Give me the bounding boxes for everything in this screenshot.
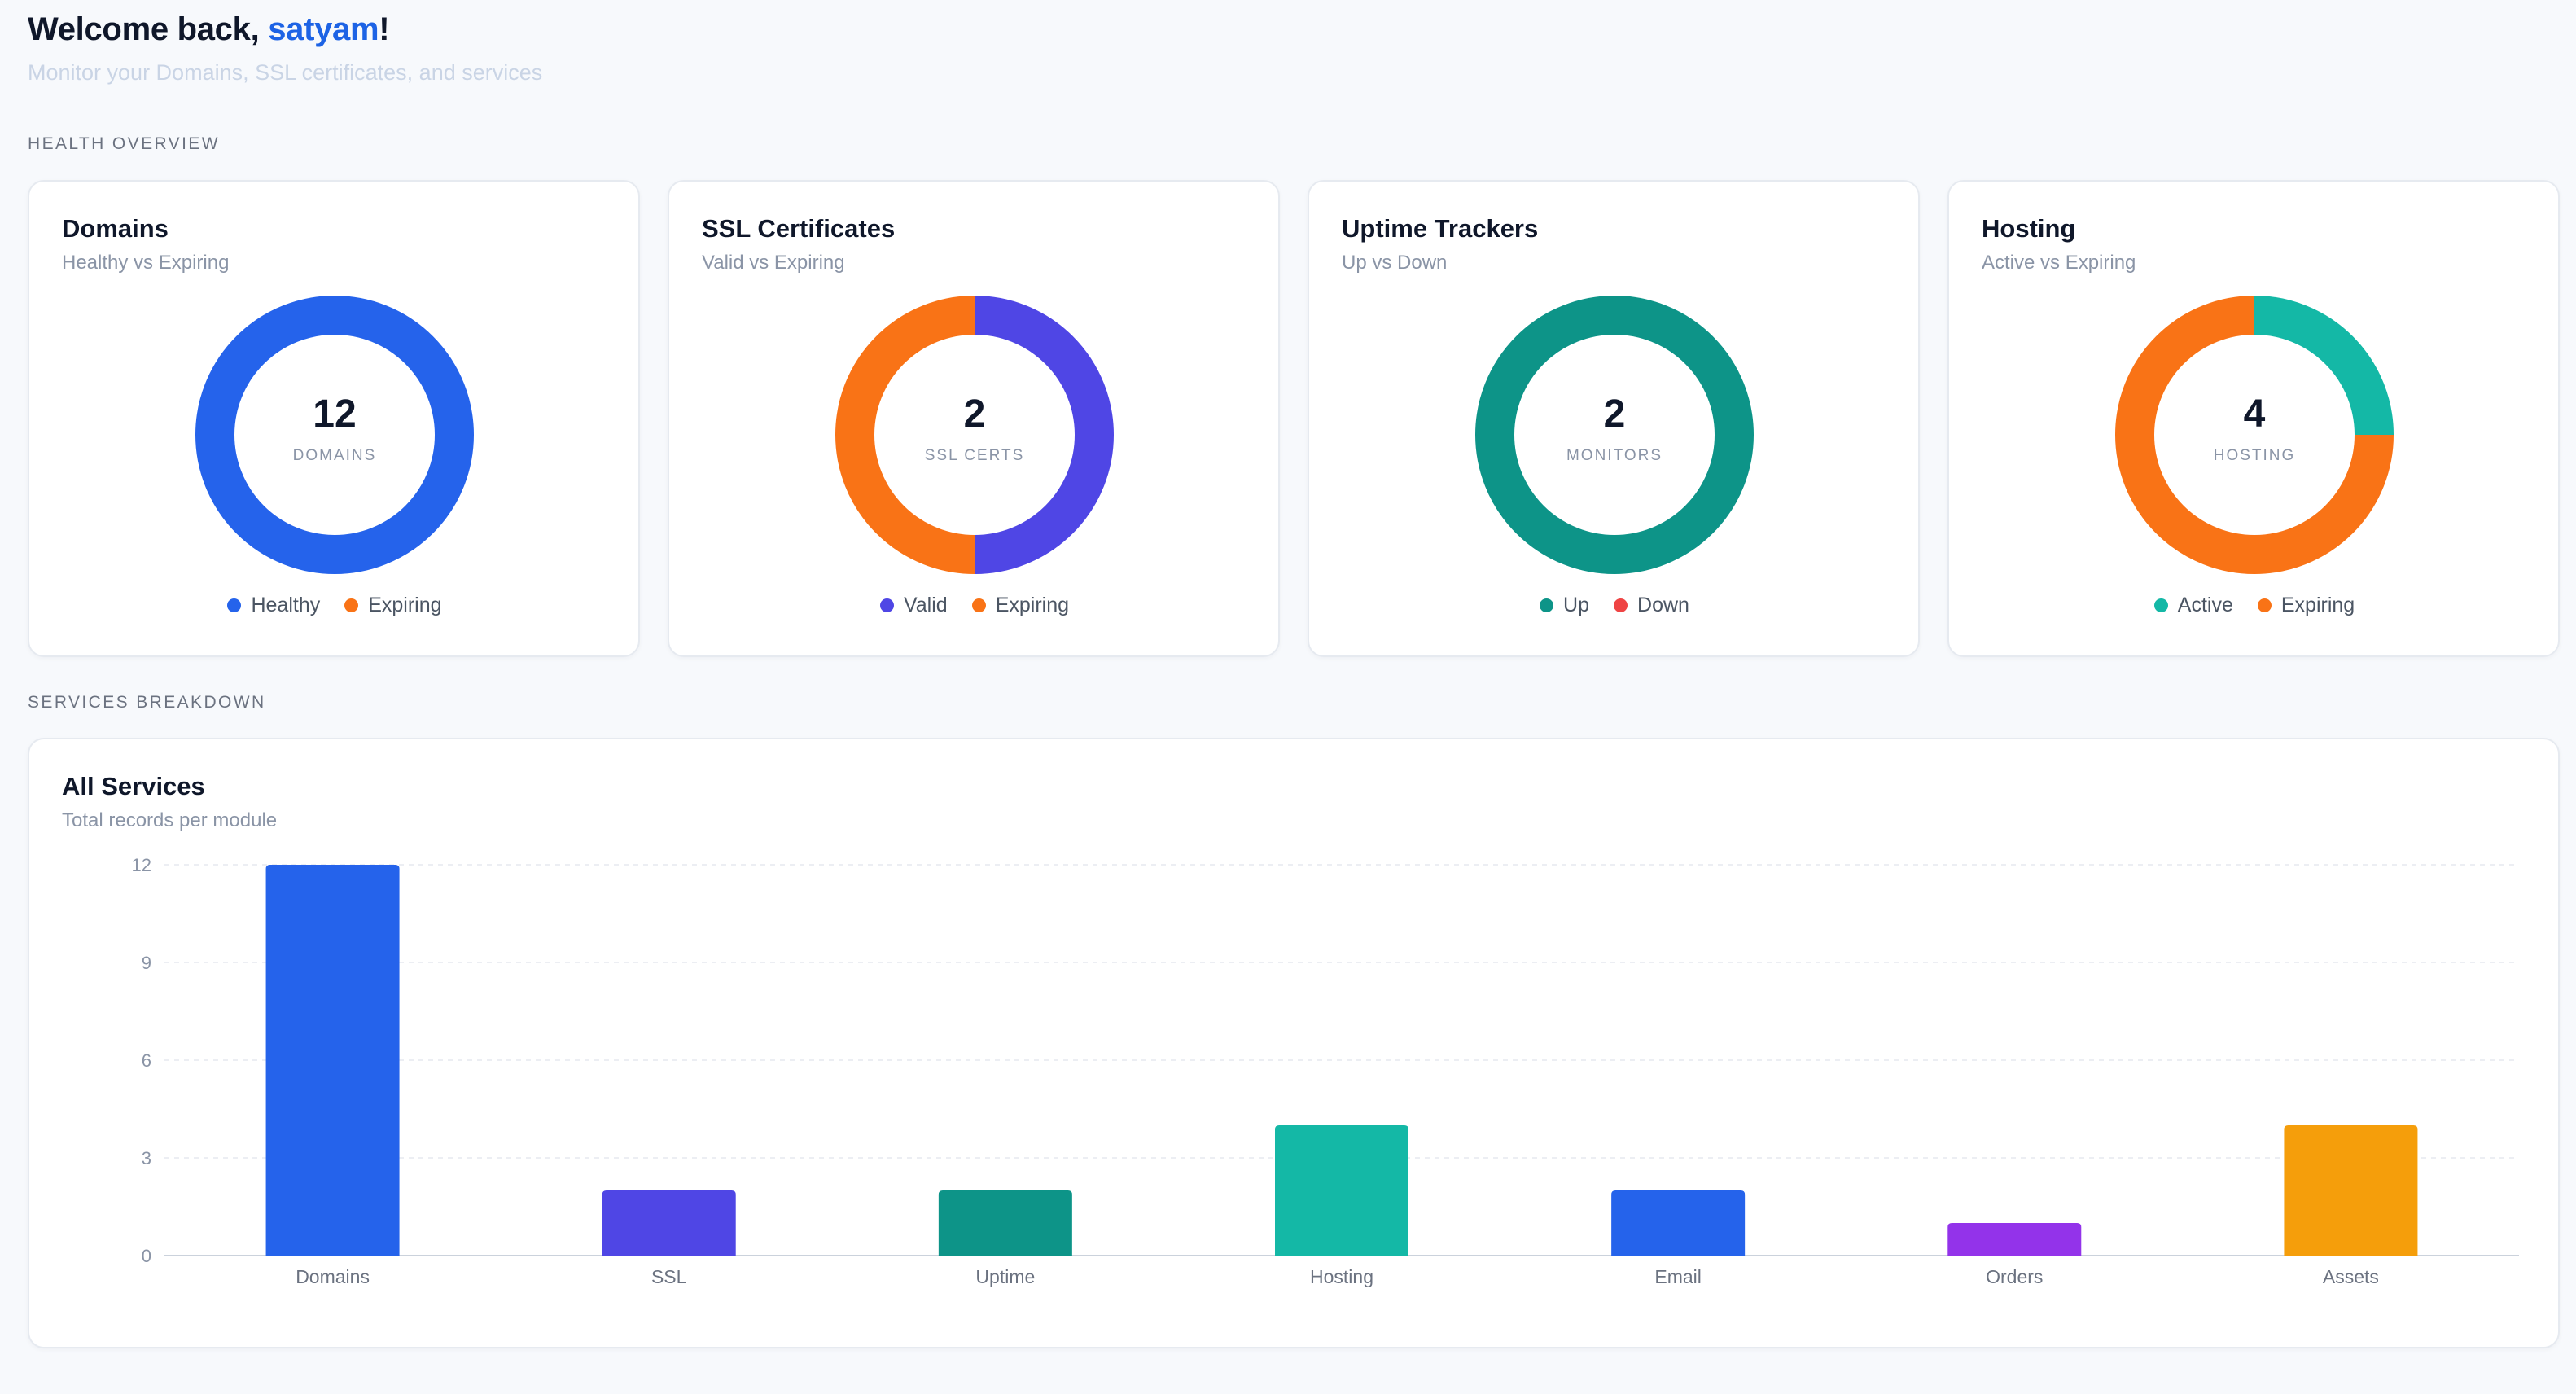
y-tick-label: 0 — [142, 1246, 151, 1266]
y-tick-label: 12 — [132, 855, 151, 875]
welcome-text: Welcome back, — [28, 11, 269, 47]
x-tick-label: SSL — [651, 1266, 687, 1287]
x-tick-label: Domains — [296, 1266, 370, 1287]
legend-dot-icon — [879, 598, 894, 612]
card-title: Hosting — [1982, 214, 2076, 243]
legend-dot-icon — [971, 598, 986, 612]
legend-dot-icon — [2257, 598, 2272, 612]
donut-total: 2 — [963, 392, 986, 436]
legend-item-valid[interactable]: Valid — [879, 594, 948, 617]
donut-segment-healthy[interactable] — [195, 296, 474, 574]
legend-label: Valid — [903, 594, 948, 616]
donut-chart — [195, 296, 474, 574]
chart-legend: Valid Expiring — [669, 594, 1280, 617]
donut-segment-valid[interactable] — [974, 296, 1114, 574]
legend-dot-icon — [2153, 598, 2168, 612]
donut-unit-label: DOMAINS — [292, 447, 377, 464]
card-subtitle: Healthy vs Expiring — [62, 252, 230, 274]
card-subtitle: Active vs Expiring — [1982, 252, 2136, 274]
x-tick-label: Assets — [2323, 1266, 2379, 1287]
legend-label: Healthy — [251, 594, 321, 616]
legend-item-healthy[interactable]: Healthy — [227, 594, 320, 617]
donut-total: 2 — [1603, 392, 1626, 436]
donut-unit-label: SSL CERTS — [924, 447, 1025, 464]
donut-total: 12 — [313, 392, 357, 436]
services-bar-chart: 0 3 6 9 12 Domains SSL Uptime Hosting Email Orders… — [132, 855, 2519, 1287]
bar-email[interactable] — [1611, 1190, 1746, 1256]
x-tick-label: Orders — [1986, 1266, 2043, 1287]
donut-unit-label: MONITORS — [1566, 447, 1663, 464]
legend-label: Expiring — [2280, 594, 2355, 616]
chart-legend: Up Down — [1309, 594, 1920, 617]
welcome-heading: Welcome back, satyam! — [28, 11, 390, 48]
legend-label: Expiring — [368, 594, 442, 616]
bar-orders[interactable] — [1947, 1223, 2082, 1256]
legend-label: Up — [1563, 594, 1590, 616]
page-subtitle: Monitor your Domains, SSL certificates, … — [28, 60, 543, 85]
bar-domains[interactable] — [265, 865, 400, 1256]
legend-dot-icon — [1540, 598, 1554, 612]
donut-unit-label: HOSTING — [2213, 447, 2296, 464]
legend-label: Active — [2177, 594, 2233, 616]
bar-uptime[interactable] — [938, 1190, 1072, 1256]
section-label-health: HEALTH OVERVIEW — [28, 134, 220, 153]
legend-item-active[interactable]: Active — [2153, 594, 2233, 617]
all-services-card: All Services Total records per module 0 3… — [28, 738, 2560, 1348]
health-card-domains: Domains Healthy vs Expiring 12 DOMAINS Healt… — [28, 180, 640, 657]
section-label-services: SERVICES BREAKDOWN — [28, 693, 266, 712]
y-tick-label: 9 — [142, 953, 151, 973]
donut-chart — [835, 296, 1114, 574]
legend-label: Down — [1637, 594, 1689, 616]
legend-item-expiring[interactable]: Expiring — [971, 594, 1070, 617]
card-title: Uptime Trackers — [1342, 214, 1539, 243]
legend-item-up[interactable]: Up — [1540, 594, 1589, 617]
donut-segment-active[interactable] — [2254, 296, 2394, 436]
donut-total: 4 — [2243, 392, 2266, 436]
x-tick-label: Hosting — [1310, 1266, 1373, 1287]
bar-ssl[interactable] — [602, 1190, 736, 1256]
username: satyam — [268, 11, 379, 47]
y-tick-label: 6 — [142, 1050, 151, 1071]
bar-assets[interactable] — [2284, 1125, 2418, 1256]
donut-segment-expiring[interactable] — [835, 296, 975, 574]
legend-label: Expiring — [995, 594, 1070, 616]
y-tick-label: 3 — [142, 1148, 151, 1168]
card-subtitle: Total records per module — [62, 809, 278, 831]
card-title: All Services — [62, 772, 205, 800]
health-card-hosting: Hosting Active vs Expiring 4 HOSTING Active E… — [1947, 180, 2560, 657]
legend-item-expiring[interactable]: Expiring — [2257, 594, 2355, 617]
chart-legend: Active Expiring — [1949, 594, 2560, 617]
legend-item-down[interactable]: Down — [1614, 594, 1689, 617]
legend-dot-icon — [227, 598, 242, 612]
donut-segment-expiring[interactable] — [2115, 296, 2394, 574]
bar-hosting[interactable] — [1275, 1125, 1408, 1256]
card-title: SSL Certificates — [702, 214, 896, 243]
donut-segment-up[interactable] — [1475, 296, 1754, 574]
card-title: Domains — [62, 214, 169, 243]
donut-chart — [1475, 296, 1754, 574]
health-card-uptime-trackers: Uptime Trackers Up vs Down 2 MONITORS Up Down — [1308, 180, 1920, 657]
health-card-ssl-certificates: SSL Certificates Valid vs Expiring 2 SSL CE… — [668, 180, 1280, 657]
welcome-punct: ! — [379, 11, 390, 47]
x-tick-label: Uptime — [975, 1266, 1035, 1287]
card-subtitle: Valid vs Expiring — [702, 252, 845, 274]
card-subtitle: Up vs Down — [1342, 252, 1448, 274]
legend-item-expiring[interactable]: Expiring — [344, 594, 442, 617]
chart-legend: Healthy Expiring — [29, 594, 640, 617]
legend-dot-icon — [1614, 598, 1628, 612]
donut-chart — [2115, 296, 2394, 574]
legend-dot-icon — [344, 598, 359, 612]
x-tick-label: Email — [1654, 1266, 1702, 1287]
